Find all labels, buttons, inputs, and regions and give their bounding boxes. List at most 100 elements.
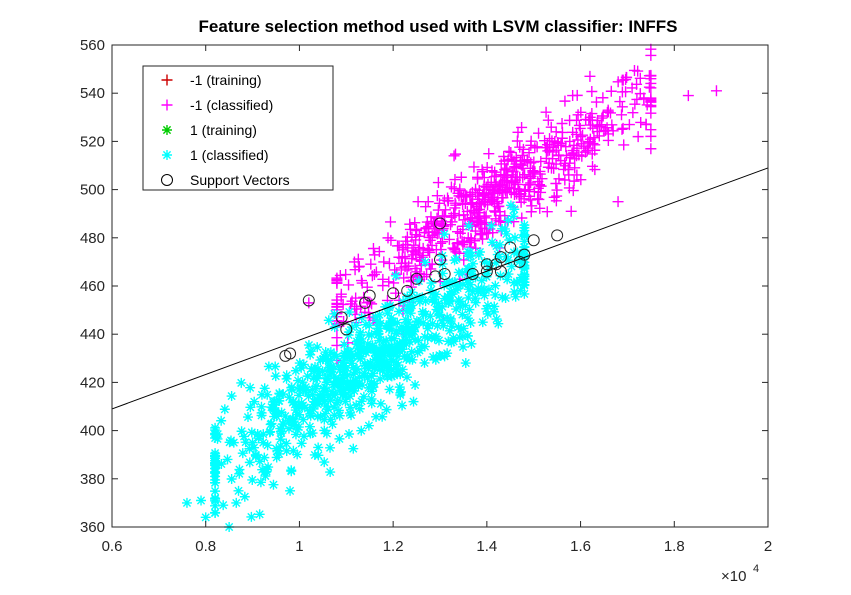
x-tick-label: 2 <box>764 538 772 555</box>
series-1-point <box>460 358 471 369</box>
series-1-point <box>375 398 386 409</box>
series-1-point <box>385 315 396 326</box>
series-0-point <box>489 178 501 190</box>
series-1-point <box>370 347 381 358</box>
series-0-point <box>564 135 576 147</box>
series-1-point <box>434 309 445 320</box>
series-0-point <box>628 64 640 76</box>
series-0-point <box>474 197 486 209</box>
series-1-point <box>327 419 338 430</box>
series-1-point <box>244 457 255 468</box>
series-0-point <box>505 146 517 158</box>
support-vector <box>363 289 376 302</box>
support-vector <box>335 311 348 324</box>
series-0-point <box>385 234 397 246</box>
series-1-point <box>271 452 282 463</box>
series-1-point <box>249 442 260 453</box>
series-0-point <box>635 116 647 128</box>
series-1-point <box>343 382 354 393</box>
series-1-point <box>320 347 331 358</box>
series-0-point <box>548 141 560 153</box>
series-1-point <box>493 318 504 329</box>
legend-label: 1 (training) <box>190 122 257 138</box>
series-1-point <box>374 344 385 355</box>
series-0-point <box>616 109 628 121</box>
series-1-point <box>372 316 383 327</box>
series-0-point <box>578 140 590 152</box>
series-1-point <box>437 268 448 279</box>
series-1-point <box>519 251 530 262</box>
series-0-point <box>556 118 568 130</box>
series-1-point <box>402 321 413 332</box>
series-1-point <box>433 298 444 309</box>
series-1-point <box>404 336 415 347</box>
series-0-point <box>365 258 377 270</box>
series-1-point <box>418 309 429 320</box>
data-points <box>181 43 722 532</box>
series-0-point <box>483 148 495 160</box>
series-1-point <box>503 215 514 226</box>
series-1-point <box>321 428 332 439</box>
decision-boundary-line <box>111 167 769 410</box>
series-1-point <box>303 391 314 402</box>
series-1-point <box>490 289 501 300</box>
series-1-point <box>275 434 286 445</box>
series-1-point <box>359 368 370 379</box>
series-1-point <box>329 308 340 319</box>
series-1-point <box>382 371 393 382</box>
series-1-point <box>281 445 292 456</box>
series-1-point <box>305 346 316 357</box>
legend-marker <box>161 174 173 186</box>
series-1-point <box>486 220 497 231</box>
series-0-point <box>573 119 585 131</box>
series-1-point <box>431 331 442 342</box>
series-1-point <box>323 390 334 401</box>
series-1-point <box>519 242 530 253</box>
series-1-point <box>465 279 476 290</box>
series-1-point <box>298 414 309 425</box>
series-1-point <box>310 383 321 394</box>
series-1-point <box>269 402 280 413</box>
series-1-point <box>338 378 349 389</box>
series-0-point <box>601 122 613 134</box>
series-1-point <box>210 486 221 497</box>
y-tick-label: 560 <box>80 37 105 54</box>
series-0-point <box>480 217 492 229</box>
series-0-point <box>640 119 652 131</box>
series-1-point <box>392 351 403 362</box>
series-0-point <box>447 242 459 254</box>
series-1-point <box>519 271 530 282</box>
series-1-point <box>369 378 380 389</box>
x-tick-label: 1.2 <box>383 538 404 555</box>
series-0-point <box>468 161 480 173</box>
series-1-point <box>413 335 424 346</box>
series-1-point <box>254 509 265 520</box>
series-1-point <box>460 300 471 311</box>
series-1-point <box>293 390 304 401</box>
series-0-point <box>343 279 355 291</box>
series-0-point <box>618 139 630 151</box>
series-0-point <box>370 266 382 278</box>
series-1-point <box>432 320 443 331</box>
series-1-point <box>453 280 464 291</box>
series-1-point <box>231 497 242 508</box>
series-0-point <box>411 225 423 237</box>
support-vector <box>490 258 503 271</box>
series-1-point <box>374 364 385 375</box>
series-0-point <box>369 249 381 261</box>
series-1-point <box>210 460 221 471</box>
series-0-point <box>535 155 547 167</box>
series-1-point <box>374 350 385 361</box>
series-1-point <box>356 333 367 344</box>
series-0-point <box>645 143 657 155</box>
series-1-point <box>490 280 501 291</box>
series-1-point <box>446 321 457 332</box>
series-1-point <box>268 479 279 490</box>
series-1-point <box>420 257 431 268</box>
series-1-point <box>360 319 371 330</box>
series-0-point <box>368 268 380 280</box>
series-0-point <box>511 135 523 147</box>
series-1-point <box>422 323 433 334</box>
x-exponent-label: ×10 4 <box>721 563 759 585</box>
